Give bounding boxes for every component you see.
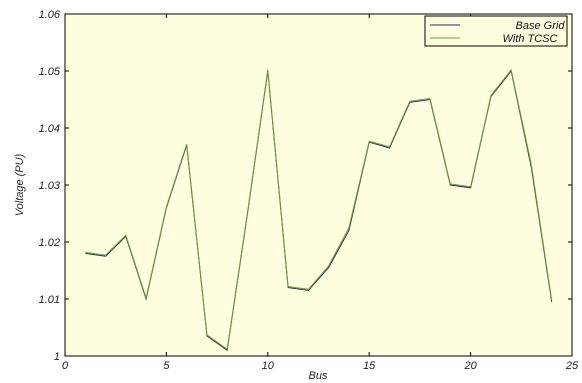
legend: Base Grid With TCSC <box>424 15 568 47</box>
legend-label-base-grid: Base Grid <box>516 20 566 32</box>
series-line-with-tcsc <box>85 68 553 351</box>
y-axis: 1 1.01 1.02 1.03 1.04 1.05 1.06 <box>39 9 572 363</box>
x-axis-label: Bus <box>309 370 328 382</box>
x-tick-label: 5 <box>163 360 170 372</box>
y-tick-label: 1.01 <box>39 294 60 306</box>
x-tick-label: 0 <box>62 360 69 372</box>
legend-box <box>424 15 568 47</box>
y-tick-label: 1.05 <box>39 66 61 78</box>
y-tick-label: 1.06 <box>39 9 61 21</box>
series-layer <box>85 68 553 352</box>
x-tick-label: 20 <box>463 360 477 372</box>
y-tick-label: 1.02 <box>39 237 60 249</box>
y-tick-label: 1 <box>54 351 60 363</box>
x-tick-label: 15 <box>363 360 376 372</box>
x-axis: 0 5 10 15 20 25 <box>62 14 579 372</box>
x-tick-label: 10 <box>262 360 275 372</box>
x-tick-label: 25 <box>565 360 579 372</box>
legend-label-with-tcsc: With TCSC <box>503 33 558 45</box>
plot-background <box>65 14 572 356</box>
y-axis-label: Voltage (PU) <box>14 153 26 216</box>
y-tick-label: 1.03 <box>39 180 61 192</box>
y-tick-label: 1.04 <box>39 123 60 135</box>
